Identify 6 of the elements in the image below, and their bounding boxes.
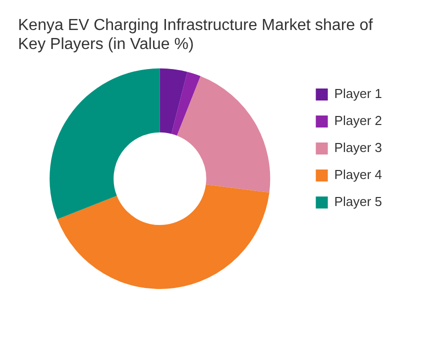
legend-label: Player 1 (334, 86, 382, 102)
legend-label: Player 3 (334, 140, 382, 156)
legend-label: Player 2 (334, 113, 382, 128)
chart-title: Kenya EV Charging Infrastructure Market share of Key Players (in Value %) (18, 17, 374, 54)
legend-label: Player 5 (334, 194, 382, 210)
legend-label: Player 4 (334, 167, 382, 182)
